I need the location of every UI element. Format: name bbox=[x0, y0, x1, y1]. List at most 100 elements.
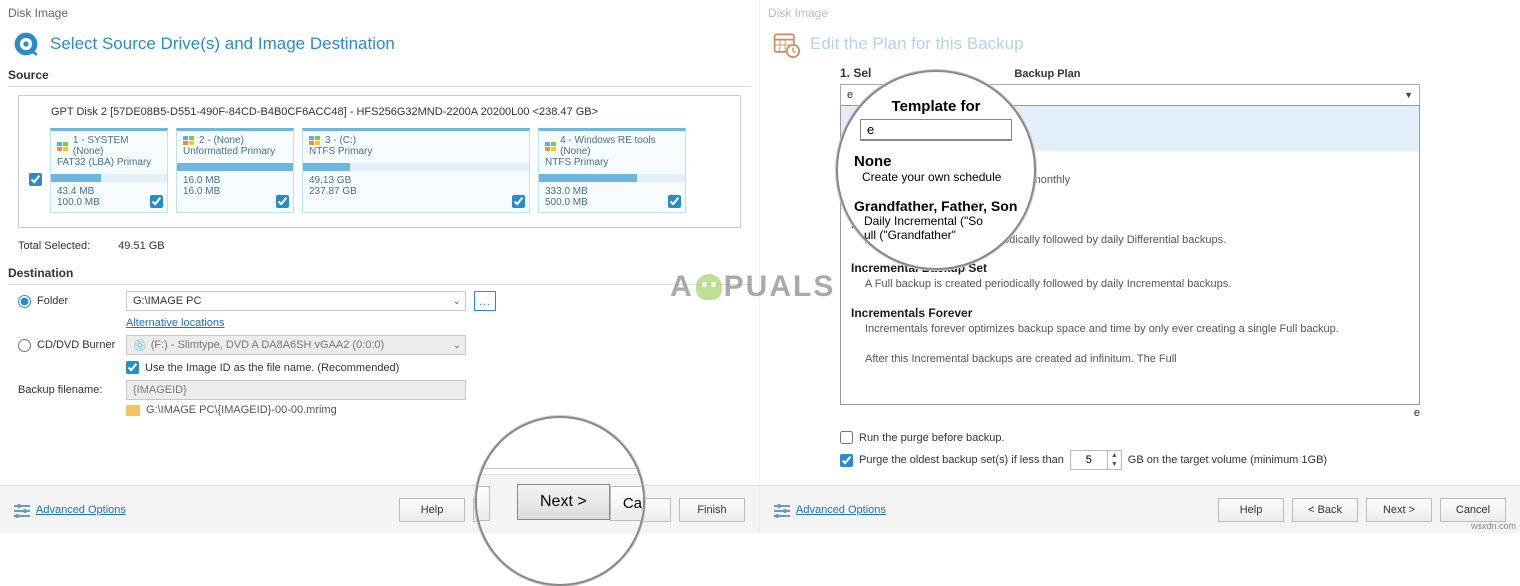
calendar-clock-icon bbox=[772, 30, 800, 58]
advanced-options-link[interactable]: Advanced Options bbox=[36, 504, 126, 516]
folder-path-value: G:\IMAGE PC bbox=[133, 295, 201, 307]
spinner-up-icon[interactable]: ▲ bbox=[1108, 451, 1121, 460]
alternative-locations-link[interactable]: Alternative locations bbox=[126, 317, 224, 329]
windows-flag-icon bbox=[309, 136, 321, 145]
partition[interactable]: 1 - SYSTEM (None) FAT32 (LBA) Primary 43… bbox=[50, 128, 168, 213]
page-title: Select Source Drive(s) and Image Destina… bbox=[50, 34, 395, 54]
partition-name: 1 - SYSTEM (None) bbox=[73, 135, 161, 157]
right-window-title: Disk Image bbox=[760, 0, 1520, 22]
use-image-id-checkbox[interactable] bbox=[126, 361, 139, 374]
backup-filename-value: {IMAGEID} bbox=[133, 384, 187, 396]
cd-dvd-radio[interactable] bbox=[18, 339, 31, 352]
partition-fs: FAT32 (LBA) Primary bbox=[51, 157, 167, 172]
browse-folder-button[interactable]: … bbox=[474, 291, 496, 311]
dropdown-arrow-icon: ▼ bbox=[1404, 90, 1413, 100]
partition[interactable]: 3 - (C:) NTFS Primary 49.13 GB237.87 GB bbox=[302, 128, 530, 213]
purge-gb-suffix: GB on the target volume (minimum 1GB) bbox=[1128, 454, 1327, 466]
magnifier-right: Template for e None Create your own sche… bbox=[836, 70, 1036, 270]
android-icon bbox=[696, 274, 722, 300]
partition[interactable]: 2 - (None) Unformatted Primary 16.0 MB16… bbox=[176, 128, 294, 213]
magnifier-left: < Next > Ca bbox=[475, 416, 645, 586]
help-button[interactable]: Help bbox=[399, 498, 465, 522]
source-section-label: Source bbox=[0, 62, 759, 86]
mag-gfs-title: Grandfather, Father, Son bbox=[854, 198, 1018, 214]
partition-fs: Unformatted Primary bbox=[177, 146, 293, 161]
destination-section-label: Destination bbox=[0, 260, 759, 284]
partition-total: 237.87 GB bbox=[309, 186, 523, 197]
chevron-down-icon: ⌄ bbox=[453, 340, 461, 351]
hdd-icon bbox=[12, 30, 40, 58]
help-button[interactable]: Help bbox=[1218, 498, 1284, 522]
mag-prev-button: < bbox=[475, 486, 490, 521]
disk-select-all-checkbox[interactable] bbox=[29, 173, 42, 186]
use-image-id-label: Use the Image ID as the file name. (Reco… bbox=[145, 362, 399, 374]
partition-used: 49.13 GB bbox=[309, 175, 523, 186]
partition-used: 333.0 MB bbox=[545, 186, 679, 197]
folder-path-select[interactable]: G:\IMAGE PC ⌄ bbox=[126, 291, 466, 311]
template-option[interactable]: Incrementals ForeverIncrementals forever… bbox=[841, 300, 1419, 375]
disk-header: GPT Disk 2 [57DE08B5-D551-490F-84CD-B4B0… bbox=[29, 104, 730, 128]
partition-used: 43.4 MB bbox=[57, 186, 161, 197]
backup-filename-label: Backup filename: bbox=[18, 384, 118, 396]
windows-flag-icon bbox=[183, 136, 195, 145]
run-purge-before-checkbox[interactable] bbox=[840, 431, 853, 444]
partition-name: 3 - (C:) bbox=[325, 135, 356, 146]
mag-gfs-sub1: Daily Incremental ("So bbox=[854, 214, 1018, 228]
mag-cancel-button: Ca bbox=[610, 486, 645, 521]
mag-template-input: e bbox=[860, 119, 1012, 140]
watermark: AA PUALSPUALS bbox=[670, 270, 835, 304]
partition-total: 500.0 MB bbox=[545, 197, 679, 208]
partition-total: 16.0 MB bbox=[183, 186, 287, 197]
source-site: wsxdn.com bbox=[1471, 521, 1516, 531]
folder-icon bbox=[126, 405, 140, 416]
mag-template-for: Template for bbox=[854, 98, 1018, 115]
mag-gfs-sub2: ull ("Grandfather" bbox=[854, 228, 1018, 242]
partition-checkbox[interactable] bbox=[276, 195, 289, 208]
page-title: Edit the Plan for this Backup bbox=[810, 34, 1024, 54]
total-selected-label: Total Selected: bbox=[18, 240, 90, 252]
partition-checkbox[interactable] bbox=[668, 195, 681, 208]
mag-none-sub: Create your own schedule bbox=[854, 170, 1018, 184]
windows-flag-icon bbox=[57, 142, 69, 151]
cd-device-select[interactable]: 💿(F:) - Slimtype, DVD A DA8A6SH vGAA2 (0… bbox=[126, 335, 466, 355]
total-selected-value: 49.51 GB bbox=[118, 240, 164, 252]
windows-flag-icon bbox=[545, 142, 556, 151]
purge-gb-input[interactable] bbox=[1071, 454, 1107, 466]
template-option-desc: Incrementals forever optimizes backup sp… bbox=[851, 320, 1409, 367]
next-button[interactable]: Next > bbox=[1366, 498, 1432, 522]
partition-checkbox[interactable] bbox=[150, 195, 163, 208]
partition-name: 2 - (None) bbox=[199, 135, 244, 146]
template-option-desc: A Full backup is created periodically fo… bbox=[851, 275, 1409, 292]
partition-used: 16.0 MB bbox=[183, 175, 287, 186]
advanced-options-link[interactable]: Advanced Options bbox=[796, 504, 886, 516]
chevron-down-icon: ⌄ bbox=[453, 296, 461, 307]
run-purge-before-label: Run the purge before backup. bbox=[859, 432, 1005, 444]
backup-filename-field[interactable]: {IMAGEID} bbox=[126, 380, 466, 400]
spinner-down-icon[interactable]: ▼ bbox=[1108, 460, 1121, 469]
partition-total: 100.0 MB bbox=[57, 197, 161, 208]
sliders-icon bbox=[14, 503, 30, 517]
partition-fs: NTFS Primary bbox=[303, 146, 529, 161]
mag-none-title: None bbox=[854, 153, 1018, 170]
partition[interactable]: 4 - Windows RE tools (None) NTFS Primary… bbox=[538, 128, 686, 213]
finish-button[interactable]: Finish bbox=[679, 498, 745, 522]
output-file-path: G:\IMAGE PC\{IMAGEID}-00-00.mrimg bbox=[146, 404, 337, 416]
partition-fs: NTFS Primary bbox=[539, 157, 685, 172]
left-window-title: Disk Image bbox=[0, 0, 759, 22]
purge-gb-spinner[interactable]: ▲▼ bbox=[1070, 450, 1122, 470]
back-button[interactable]: < Back bbox=[1292, 498, 1358, 522]
cancel-button[interactable]: Cancel bbox=[1440, 498, 1506, 522]
purge-oldest-label: Purge the oldest backup set(s) if less t… bbox=[859, 454, 1064, 466]
tail-e: e bbox=[1414, 407, 1420, 419]
cd-dvd-radio-label: CD/DVD Burner bbox=[37, 339, 115, 351]
mag-next-button: Next > bbox=[517, 484, 610, 520]
cd-device-value: (F:) - Slimtype, DVD A DA8A6SH vGAA2 (0:… bbox=[151, 339, 385, 351]
disk-container: GPT Disk 2 [57DE08B5-D551-490F-84CD-B4B0… bbox=[18, 95, 741, 228]
partition-checkbox[interactable] bbox=[512, 195, 525, 208]
folder-radio-label: Folder bbox=[37, 295, 68, 307]
template-option-name: Incrementals Forever bbox=[851, 306, 1409, 320]
purge-oldest-checkbox[interactable] bbox=[840, 454, 853, 467]
partition-name: 4 - Windows RE tools (None) bbox=[560, 135, 679, 157]
folder-radio[interactable] bbox=[18, 295, 31, 308]
sliders-icon bbox=[774, 503, 790, 517]
